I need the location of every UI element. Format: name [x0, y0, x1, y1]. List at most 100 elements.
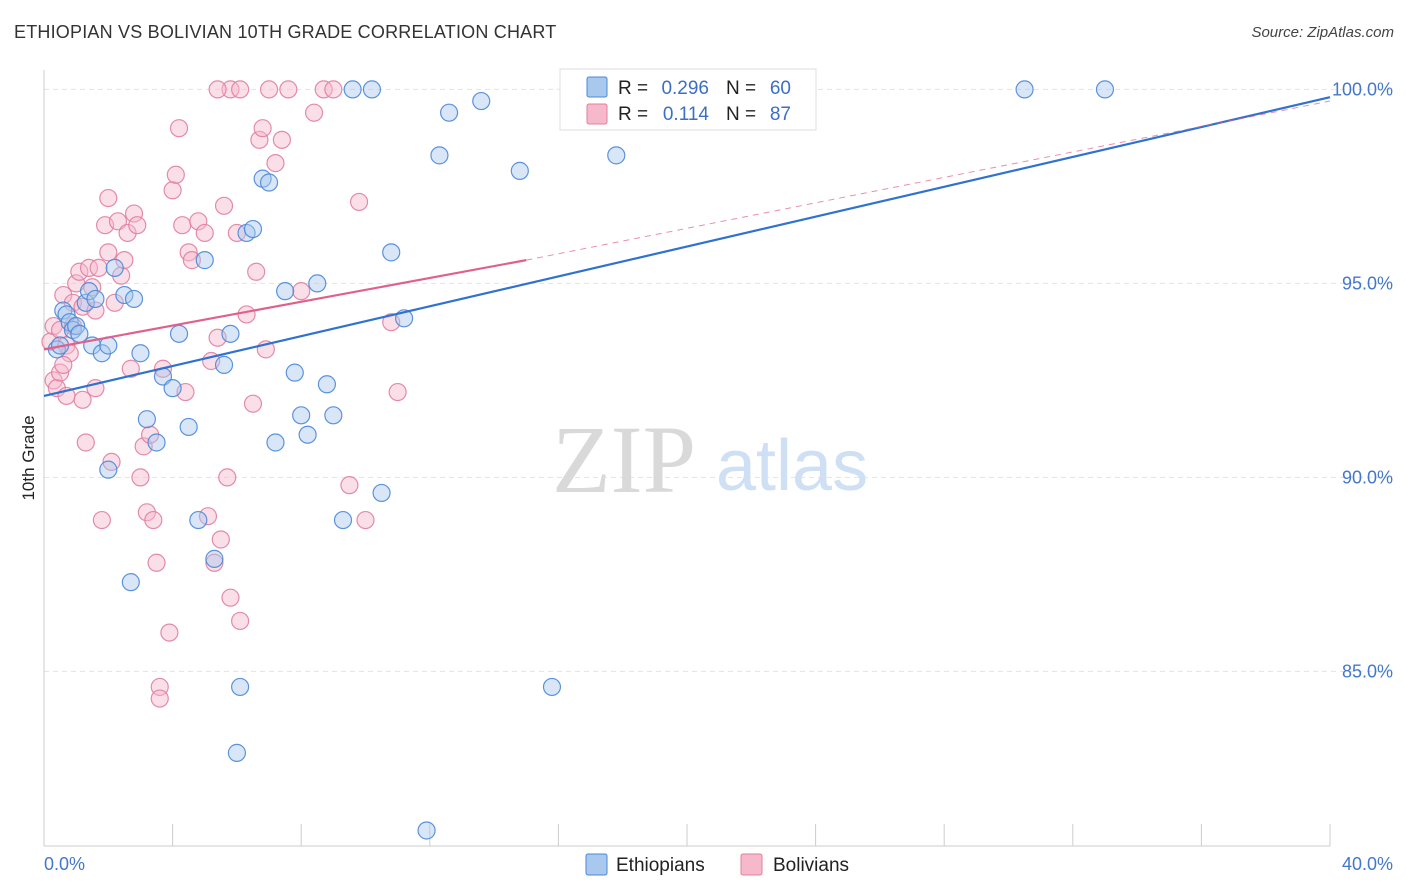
bolivians-point — [231, 80, 250, 99]
ethiopians-point — [276, 282, 295, 301]
legend-swatch-ethiopians — [586, 76, 608, 98]
bolivians-point — [208, 80, 227, 99]
ethiopians-point — [285, 363, 304, 382]
bolivians-point — [314, 80, 333, 99]
bolivians-point — [144, 510, 163, 530]
bolivians-point — [189, 212, 208, 231]
x-axis-ticks — [43, 824, 1331, 846]
bolivians-point — [292, 282, 311, 301]
ethiopians-point — [86, 289, 105, 309]
ethiopians-point — [115, 285, 134, 305]
bolivians-point — [79, 258, 99, 277]
legend-r-value-ethiopians: 0.296 — [661, 78, 709, 99]
ethiopians-point — [243, 219, 263, 239]
bolivians-point — [349, 192, 369, 212]
legend-r-label-ethiopians: R = — [618, 78, 648, 99]
bolivians-point — [160, 623, 179, 642]
bolivians-point — [108, 212, 128, 231]
chart-title: ETHIOPIAN VS BOLIVIAN 10TH GRADE CORRELA… — [14, 22, 557, 42]
y-tick-labels: 85.0% 90.0% 95.0% 100.0% — [1332, 79, 1393, 681]
bottom-legend-swatch-ethiopians — [585, 853, 608, 876]
x-tick-label-min: 0.0% — [44, 854, 85, 874]
ethiopians-point — [607, 146, 626, 165]
ethiopians-point — [214, 355, 234, 374]
bolivians-point — [173, 216, 192, 235]
watermark-atlas: atlas — [716, 426, 868, 506]
ethiopians-point — [292, 406, 311, 425]
bolivians-point — [221, 588, 240, 607]
legend-r-label-bolivians: R = — [618, 104, 648, 125]
ethiopians-point — [343, 80, 362, 99]
legend-r-value-bolivians: 0.114 — [663, 104, 710, 125]
bolivians-point — [356, 510, 375, 530]
legend-n-label-bolivians: N = — [726, 104, 756, 125]
bolivians-point — [237, 305, 256, 324]
bolivians-point — [89, 258, 108, 277]
series-bolivians-points — [41, 80, 407, 708]
bolivians-point — [92, 510, 111, 530]
ethiopians-point — [372, 483, 391, 503]
bolivians-point — [304, 103, 324, 122]
series-ethiopians-points — [47, 80, 1115, 840]
y-tick-label: 90.0% — [1342, 467, 1393, 487]
ethiopians-point — [362, 80, 382, 99]
bolivians-point — [54, 285, 73, 305]
bolivians-point — [195, 223, 214, 243]
ethiopians-point — [1015, 80, 1034, 99]
ethiopians-trend-line — [43, 96, 1331, 397]
trend-lines — [43, 96, 1331, 397]
ethiopians-point — [308, 274, 327, 293]
watermark-zip: ZIP — [552, 406, 696, 513]
bolivians-point — [131, 468, 150, 487]
ethiopians-point — [179, 417, 198, 437]
ethiopians-point — [163, 379, 182, 398]
bolivians-point — [279, 80, 298, 99]
bolivians-point — [259, 80, 279, 99]
bolivians-point — [63, 293, 83, 312]
y-tick-label: 100.0% — [1332, 79, 1393, 99]
ethiopians-point — [99, 460, 118, 479]
bolivians-point — [272, 130, 292, 149]
bolivians-trend-extension — [526, 100, 1331, 261]
ethiopians-point — [259, 173, 279, 192]
ethiopians-point — [542, 677, 562, 697]
ethiopians-point — [131, 344, 150, 363]
bolivians-point — [118, 223, 137, 243]
bolivians-point — [169, 119, 189, 138]
bolivians-point — [211, 530, 230, 549]
bolivians-point — [388, 382, 407, 402]
bolivians-point — [99, 188, 118, 208]
bolivians-point — [121, 359, 140, 378]
bolivians-point — [76, 433, 95, 452]
bolivians-point — [163, 181, 182, 200]
ethiopians-point — [76, 293, 95, 312]
bolivians-point — [150, 689, 169, 708]
ethiopians-point — [231, 677, 250, 697]
bolivians-point — [99, 243, 118, 262]
bolivians-trend-line — [43, 259, 527, 351]
ethiopians-point — [205, 549, 224, 568]
bolivians-point — [340, 476, 359, 495]
ethiopians-point — [324, 406, 343, 425]
ethiopians-point — [317, 375, 337, 394]
bolivians-point — [253, 119, 272, 138]
legend-swatch-bolivians — [586, 103, 608, 125]
bolivians-point — [324, 80, 343, 99]
y-tick-label: 85.0% — [1342, 661, 1393, 681]
ethiopians-point — [417, 821, 436, 840]
bottom-legend-swatch-bolivians — [740, 853, 763, 876]
ethiopians-point — [124, 289, 144, 309]
ethiopians-point — [510, 161, 529, 180]
bolivians-point — [243, 394, 263, 413]
ethiopians-point — [147, 433, 166, 452]
y-axis-title: 10th Grade — [19, 415, 38, 500]
bolivians-point — [70, 262, 89, 281]
bolivians-point — [205, 553, 224, 572]
bolivians-point — [214, 196, 234, 215]
ethiopians-point — [472, 91, 491, 111]
ethiopians-point — [121, 573, 140, 592]
bolivians-point — [182, 251, 201, 270]
bottom-legend-label-ethiopians: Ethiopians — [616, 855, 705, 876]
bolivians-point — [231, 611, 250, 631]
